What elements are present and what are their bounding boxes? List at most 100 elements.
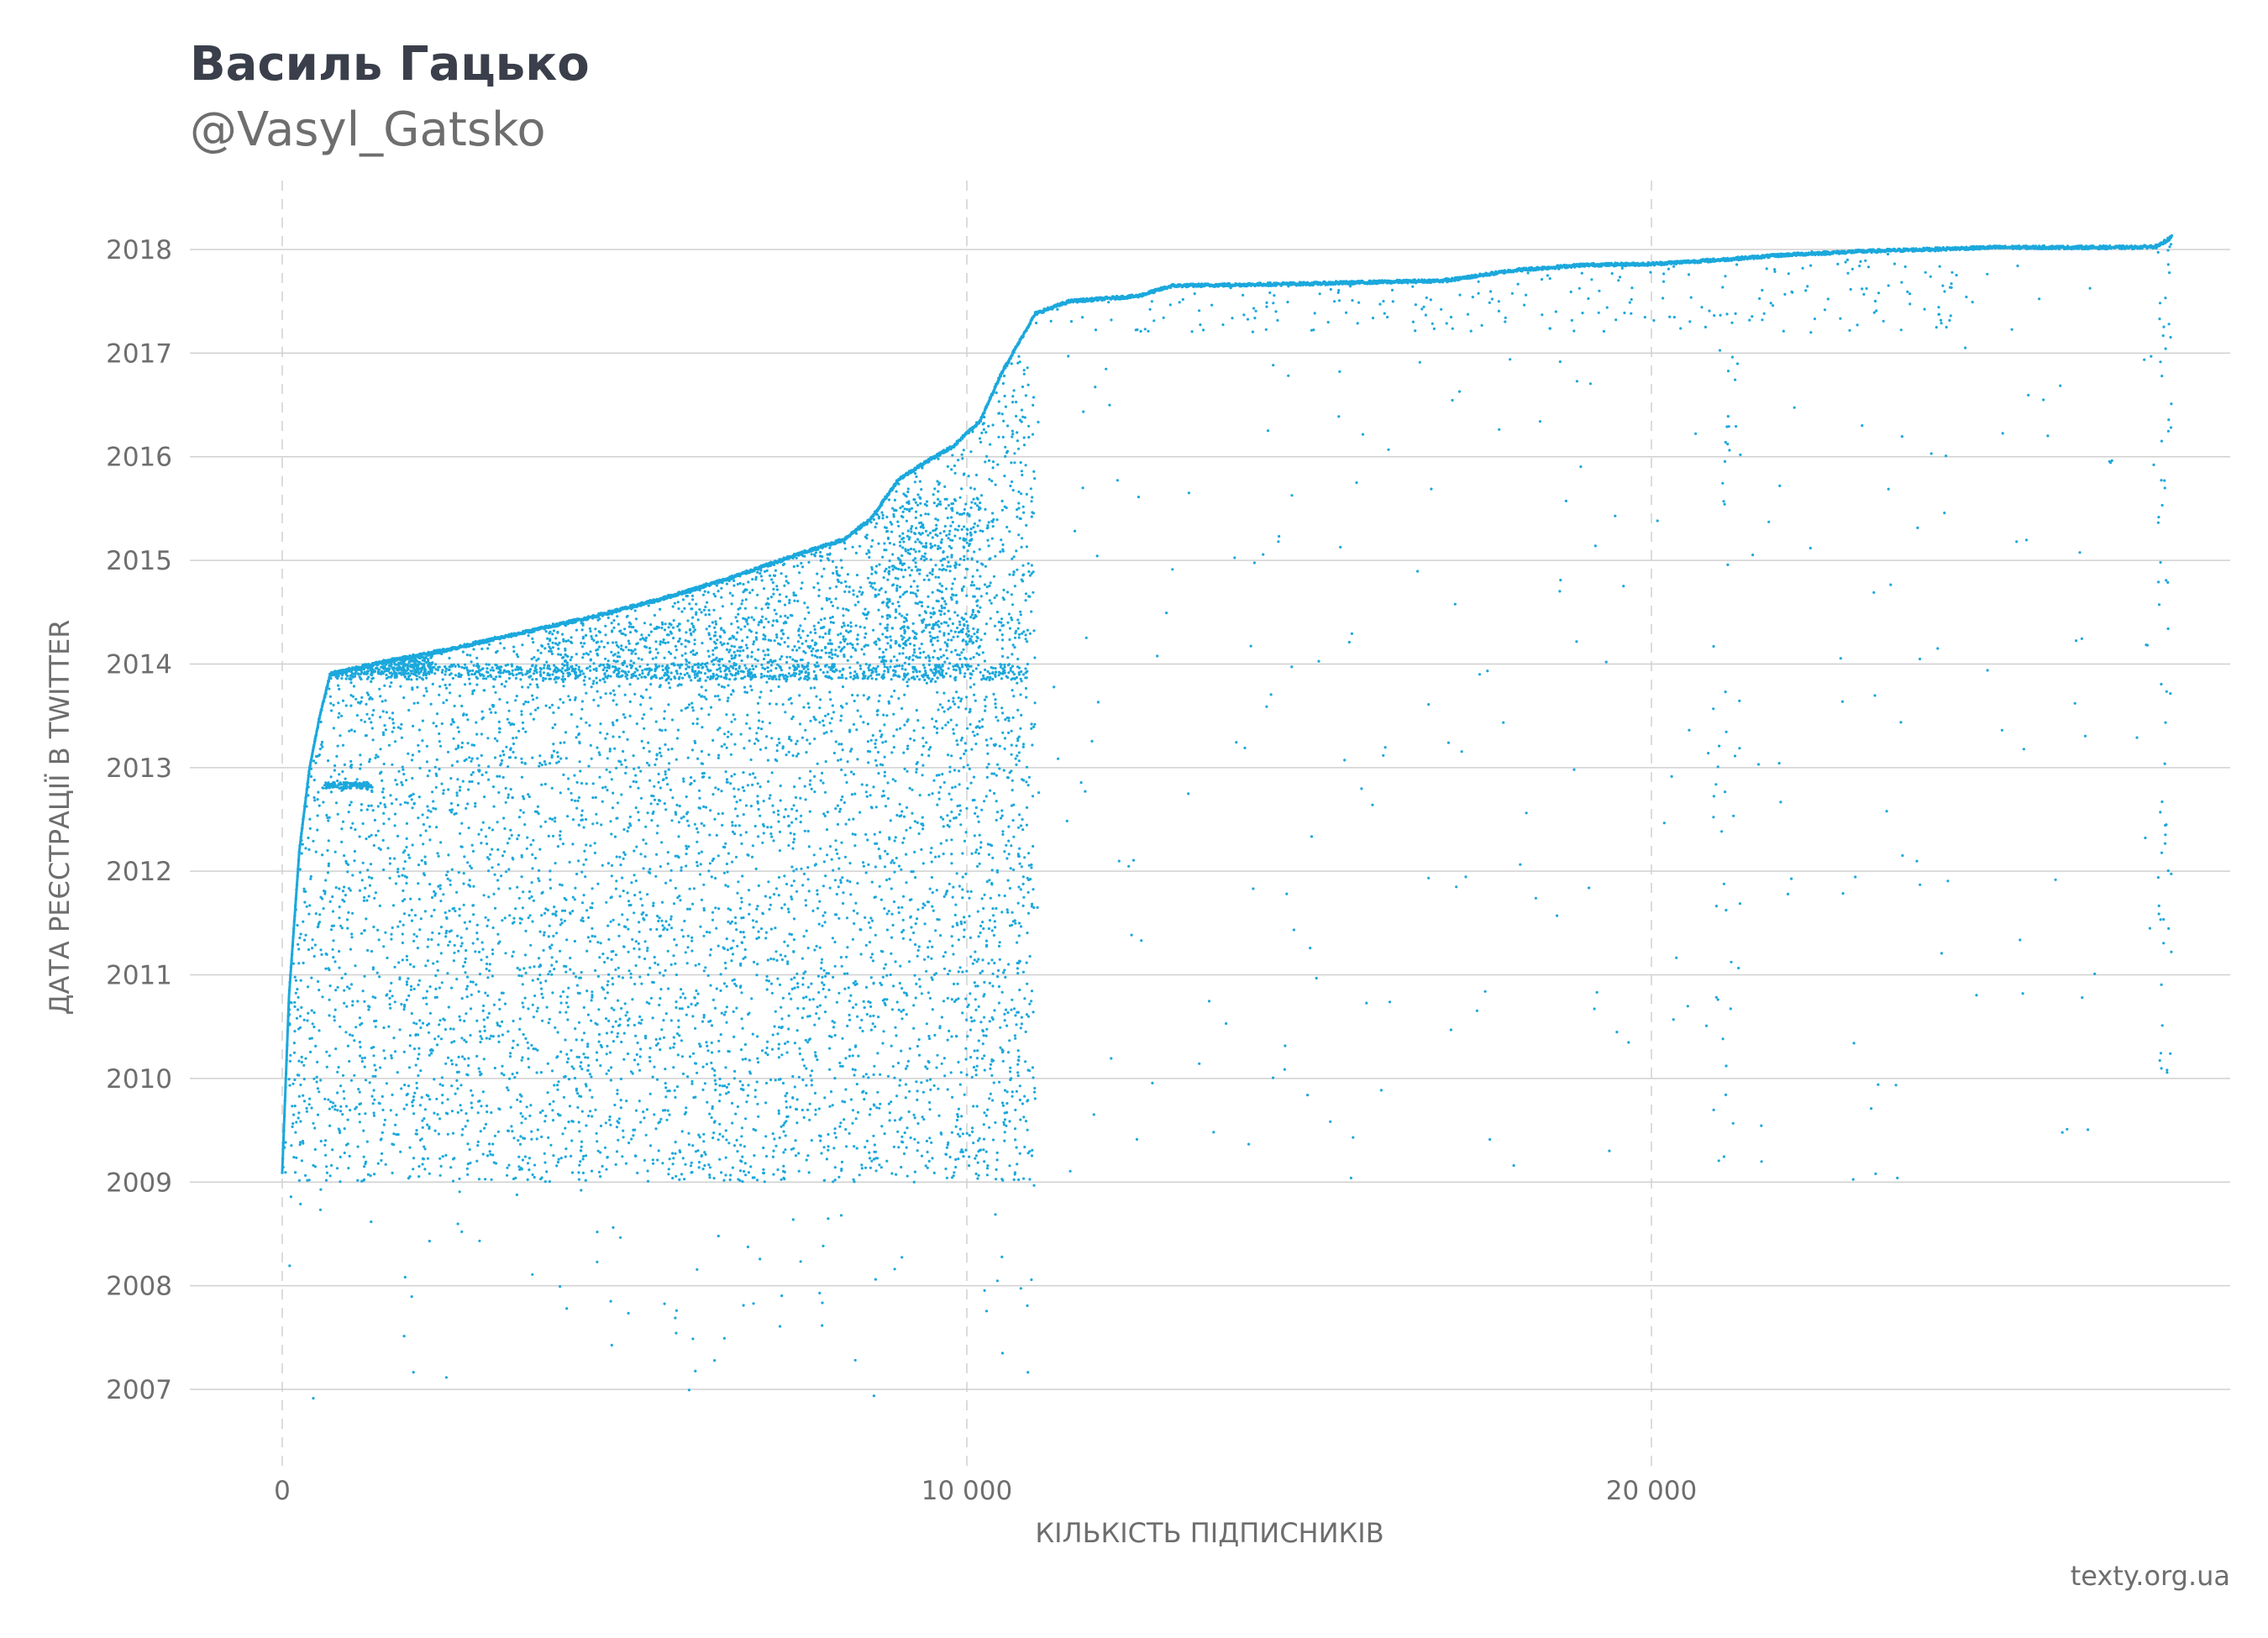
scatter-point — [1025, 823, 1028, 827]
scatter-point — [983, 1068, 986, 1072]
scatter-point — [958, 654, 961, 657]
scatter-point — [922, 1117, 926, 1121]
scatter-point — [571, 910, 575, 913]
scatter-point — [506, 842, 510, 845]
scatter-point — [302, 920, 305, 923]
scatter-point — [493, 737, 497, 740]
scatter-point — [672, 1036, 675, 1039]
scatter-point — [671, 1176, 675, 1180]
scatter-point — [649, 996, 654, 1000]
scatter-point — [836, 804, 840, 807]
scatter-point — [697, 693, 701, 696]
scatter-point — [976, 1177, 979, 1180]
scatter-point — [690, 1002, 693, 1005]
scatter-point — [555, 1164, 559, 1168]
scatter-point — [440, 782, 444, 785]
scatter-point — [711, 1067, 714, 1070]
scatter-point — [1033, 1097, 1037, 1100]
scatter-point — [432, 722, 435, 725]
scatter-point — [333, 769, 336, 772]
scatter-point — [748, 773, 752, 776]
scatter-point — [293, 975, 297, 979]
scatter-point — [727, 1142, 731, 1145]
scatter-point — [308, 904, 312, 907]
scatter-point — [871, 959, 874, 963]
scatter-point — [739, 732, 743, 736]
scatter-point — [772, 839, 775, 843]
scatter-point — [487, 765, 491, 769]
scatter-point — [487, 1011, 491, 1015]
scatter-point — [769, 689, 773, 692]
scatter-point — [522, 795, 525, 798]
scatter-point — [328, 1174, 332, 1178]
scatter-point — [848, 1018, 852, 1021]
scatter-point — [1001, 830, 1005, 833]
scatter-point — [848, 1131, 851, 1135]
scatter-point — [533, 1175, 536, 1179]
scatter-point — [685, 659, 689, 663]
scatter-point — [587, 764, 591, 768]
scatter-point — [305, 1106, 308, 1110]
scatter-point — [885, 912, 889, 916]
scatter-point — [677, 821, 681, 824]
scatter-point — [577, 1121, 580, 1124]
scatter-point — [470, 1106, 474, 1110]
scatter-point — [470, 757, 474, 760]
scatter-point — [869, 1166, 872, 1169]
scatter-point — [969, 685, 973, 689]
scatter-point — [536, 978, 540, 981]
scatter-point — [750, 997, 753, 1000]
scatter-point — [439, 1164, 443, 1168]
scatter-point — [349, 1079, 353, 1082]
scatter-point — [338, 906, 341, 909]
scatter-point — [786, 907, 790, 911]
scatter-point — [501, 854, 505, 858]
scatter-point — [736, 814, 739, 818]
scatter-point — [444, 874, 449, 877]
scatter-point — [995, 869, 999, 872]
scatter-point — [1011, 923, 1014, 927]
scatter-point — [578, 991, 581, 995]
scatter-point — [460, 997, 464, 1000]
scatter-point — [466, 861, 470, 864]
scatter-point — [748, 903, 751, 906]
scatter-point — [498, 727, 501, 731]
scatter-point — [580, 1095, 583, 1098]
scatter-point — [421, 739, 424, 743]
scatter-point — [525, 847, 528, 850]
scatter-point — [677, 835, 680, 838]
scatter-point — [601, 864, 604, 867]
scatter-point — [508, 1055, 512, 1058]
scatter-point — [869, 1028, 873, 1032]
scatter-point — [450, 1084, 454, 1088]
scatter-point — [511, 1130, 514, 1133]
scatter-point — [434, 974, 438, 978]
scatter-point — [360, 718, 363, 722]
scatter-point — [433, 1129, 437, 1132]
scatter-point — [324, 1179, 328, 1182]
scatter-point — [958, 1135, 962, 1138]
scatter-point — [802, 935, 806, 938]
scatter-point — [632, 780, 635, 784]
scatter-point — [627, 950, 630, 953]
scatter-point — [964, 1148, 968, 1152]
scatter-point — [921, 906, 925, 910]
scatter-point — [926, 1150, 929, 1154]
scatter-point — [438, 1019, 442, 1022]
scatter-point — [316, 798, 319, 801]
scatter-point — [961, 875, 964, 879]
scatter-point — [654, 874, 658, 878]
scatter-point — [573, 939, 577, 943]
scatter-point — [869, 1015, 872, 1018]
scatter-point — [328, 695, 332, 698]
scatter-point — [897, 911, 900, 915]
scatter-point — [643, 957, 647, 961]
scatter-point — [997, 944, 1001, 948]
scatter-point — [381, 1095, 384, 1098]
scatter-point — [902, 928, 906, 932]
scatter-point — [785, 753, 788, 757]
scatter-point — [1008, 627, 1012, 630]
scatter-point — [945, 1176, 948, 1179]
scatter-point — [662, 1019, 665, 1022]
scatter-point — [928, 1037, 932, 1041]
